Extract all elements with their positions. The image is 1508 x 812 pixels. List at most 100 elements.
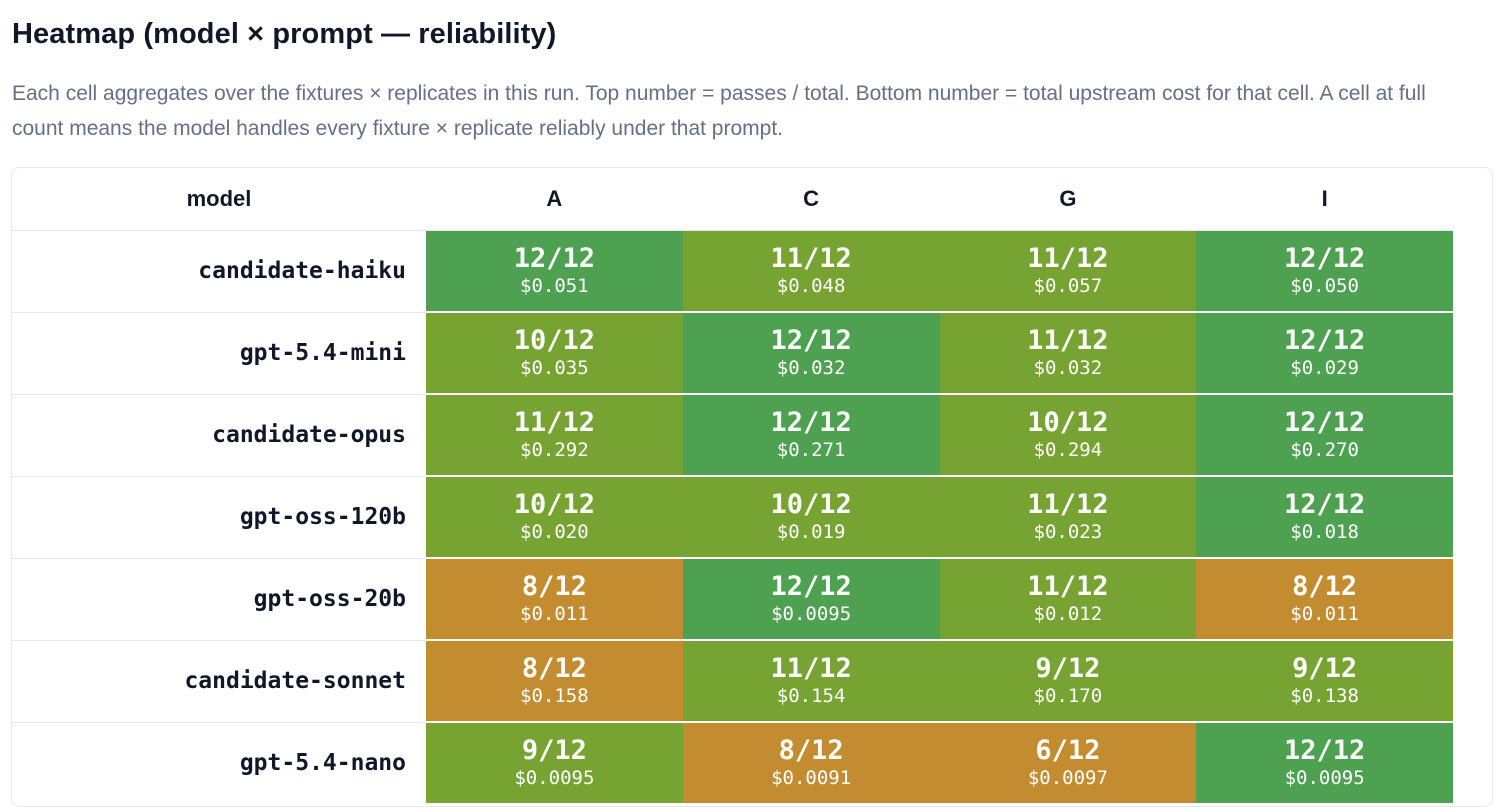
cell-pass-count: 11/12 — [770, 653, 852, 684]
heatmap-cell: 10/12 $0.019 — [682, 475, 940, 558]
header-row: model A C G I — [12, 168, 1453, 231]
cell-pass-count: 10/12 — [513, 489, 596, 520]
table-row: gpt-5.4-mini 10/12 $0.035 12/12 $0.032 11/12 $… — [12, 311, 1453, 394]
cell-cost: $0.032 — [1033, 357, 1103, 379]
cell-pass-count: 6/12 — [1035, 735, 1101, 766]
table-row: candidate-sonnet 8/12 $0.158 11/12 $0.154 9/1… — [12, 639, 1453, 722]
cell-pass-count: 10/12 — [1027, 407, 1109, 438]
model-label: gpt-5.4-mini — [12, 311, 426, 394]
heatmap-cell: 6/12 $0.0097 — [939, 721, 1197, 803]
cell-pass-count: 11/12 — [1027, 489, 1109, 520]
cell-pass-count: 10/12 — [770, 489, 852, 520]
column-header: A — [426, 168, 683, 231]
heatmap-cell: 9/12 $0.170 — [939, 639, 1197, 722]
cell-cost: $0.029 — [1290, 357, 1359, 379]
table-row: gpt-oss-120b 10/12 $0.020 10/12 $0.019 11/12 $… — [12, 475, 1453, 558]
cell-pass-count: 12/12 — [1283, 243, 1366, 274]
model-label: gpt-oss-20b — [12, 557, 426, 640]
cell-cost: $0.138 — [1290, 685, 1359, 707]
column-header: C — [682, 168, 940, 231]
cell-pass-count: 12/12 — [1283, 407, 1366, 438]
heatmap-cell: 11/12 $0.292 — [426, 393, 683, 476]
cell-cost: $0.012 — [1033, 603, 1103, 625]
cell-cost: $0.0095 — [771, 603, 852, 625]
heatmap-cell: 8/12 $0.158 — [426, 639, 683, 722]
heatmap-cell: 11/12 $0.057 — [939, 230, 1197, 312]
cell-cost: $0.270 — [1290, 439, 1359, 461]
heatmap-cell: 8/12 $0.0091 — [682, 721, 940, 803]
heatmap-cell: 12/12 $0.050 — [1196, 230, 1453, 312]
cell-cost: $0.294 — [1033, 439, 1103, 461]
heatmap-cell: 12/12 $0.271 — [682, 393, 940, 476]
heatmap-cell: 12/12 $0.0095 — [1196, 721, 1453, 803]
column-header: I — [1196, 168, 1453, 231]
heatmap-cell: 9/12 $0.138 — [1196, 639, 1453, 722]
cell-cost: $0.271 — [776, 439, 846, 461]
heatmap-table: model A C G I candidate-haiku 12/12 $0.051… — [12, 168, 1453, 803]
cell-cost: $0.018 — [1290, 521, 1359, 543]
cell-pass-count: 11/12 — [1027, 243, 1109, 274]
column-header-model: model — [12, 168, 426, 231]
cell-pass-count: 8/12 — [1292, 571, 1358, 602]
heatmap-cell: 12/12 $0.051 — [426, 230, 683, 312]
cell-pass-count: 8/12 — [778, 735, 844, 766]
heatmap-cell: 10/12 $0.020 — [426, 475, 683, 558]
cell-cost: $0.170 — [1033, 685, 1103, 707]
cell-cost: $0.158 — [520, 685, 589, 707]
heatmap-cell: 12/12 $0.0095 — [682, 557, 940, 640]
cell-pass-count: 9/12 — [1292, 653, 1358, 684]
table-row: gpt-5.4-nano 9/12 $0.0095 8/12 $0.0091 6/12 $0… — [12, 721, 1453, 803]
heatmap-cell: 12/12 $0.270 — [1196, 393, 1453, 476]
table-row: candidate-opus 11/12 $0.292 12/12 $0.271 10/1… — [12, 393, 1453, 476]
heatmap-cell: 12/12 $0.029 — [1196, 311, 1453, 394]
cell-pass-count: 11/12 — [513, 407, 596, 438]
cell-cost: $0.0095 — [1284, 767, 1365, 789]
cell-pass-count: 12/12 — [770, 325, 852, 356]
cell-cost: $0.023 — [1033, 521, 1103, 543]
cell-pass-count: 11/12 — [770, 243, 852, 274]
cell-cost: $0.057 — [1033, 275, 1103, 297]
heatmap-body: candidate-haiku 12/12 $0.051 11/12 $0.048 11/… — [12, 230, 1453, 803]
table-row: candidate-haiku 12/12 $0.051 11/12 $0.048 11/… — [12, 230, 1453, 312]
cell-cost: $0.154 — [776, 685, 846, 707]
cell-cost: $0.011 — [520, 603, 589, 625]
cell-pass-count: 8/12 — [521, 571, 587, 602]
cell-pass-count: 9/12 — [1035, 653, 1101, 684]
cell-cost: $0.011 — [1290, 603, 1359, 625]
cell-pass-count: 9/12 — [521, 735, 587, 766]
cell-pass-count: 11/12 — [1027, 325, 1109, 356]
cell-cost: $0.0095 — [514, 767, 595, 789]
heatmap-cell: 11/12 $0.023 — [939, 475, 1197, 558]
cell-cost: $0.292 — [520, 439, 589, 461]
model-label: gpt-5.4-nano — [12, 721, 426, 803]
cell-cost: $0.019 — [776, 521, 846, 543]
heatmap-cell: 11/12 $0.048 — [682, 230, 940, 312]
cell-cost: $0.050 — [1290, 275, 1359, 297]
heatmap-cell: 10/12 $0.294 — [939, 393, 1197, 476]
heatmap-cell: 11/12 $0.154 — [682, 639, 940, 722]
cell-pass-count: 11/12 — [1027, 571, 1109, 602]
cell-cost: $0.0097 — [1027, 767, 1108, 789]
cell-pass-count: 8/12 — [521, 653, 587, 684]
heatmap-cell: 10/12 $0.035 — [426, 311, 683, 394]
column-header: G — [939, 168, 1197, 231]
cell-pass-count: 12/12 — [1283, 489, 1366, 520]
heatmap-cell: 12/12 $0.032 — [682, 311, 940, 394]
cell-pass-count: 12/12 — [1283, 325, 1366, 356]
cell-cost: $0.048 — [776, 275, 846, 297]
heatmap-cell: 11/12 $0.012 — [939, 557, 1197, 640]
heatmap-cell: 12/12 $0.018 — [1196, 475, 1453, 558]
cell-cost: $0.035 — [520, 357, 589, 379]
model-label: gpt-oss-120b — [12, 475, 426, 558]
cell-cost: $0.0091 — [771, 767, 852, 789]
cell-pass-count: 12/12 — [513, 243, 596, 274]
heatmap-cell: 9/12 $0.0095 — [426, 721, 683, 803]
heatmap-cell: 11/12 $0.032 — [939, 311, 1197, 394]
section-description: Each cell aggregates over the fixtures ×… — [12, 82, 1426, 140]
cell-pass-count: 12/12 — [770, 571, 852, 602]
section-title: Heatmap (model × prompt — reliability) — [12, 18, 557, 50]
heatmap-cell: 8/12 $0.011 — [426, 557, 683, 640]
heatmap-cell: 8/12 $0.011 — [1196, 557, 1453, 640]
table-row: gpt-oss-20b 8/12 $0.011 12/12 $0.0095 11/12 $0… — [12, 557, 1453, 640]
